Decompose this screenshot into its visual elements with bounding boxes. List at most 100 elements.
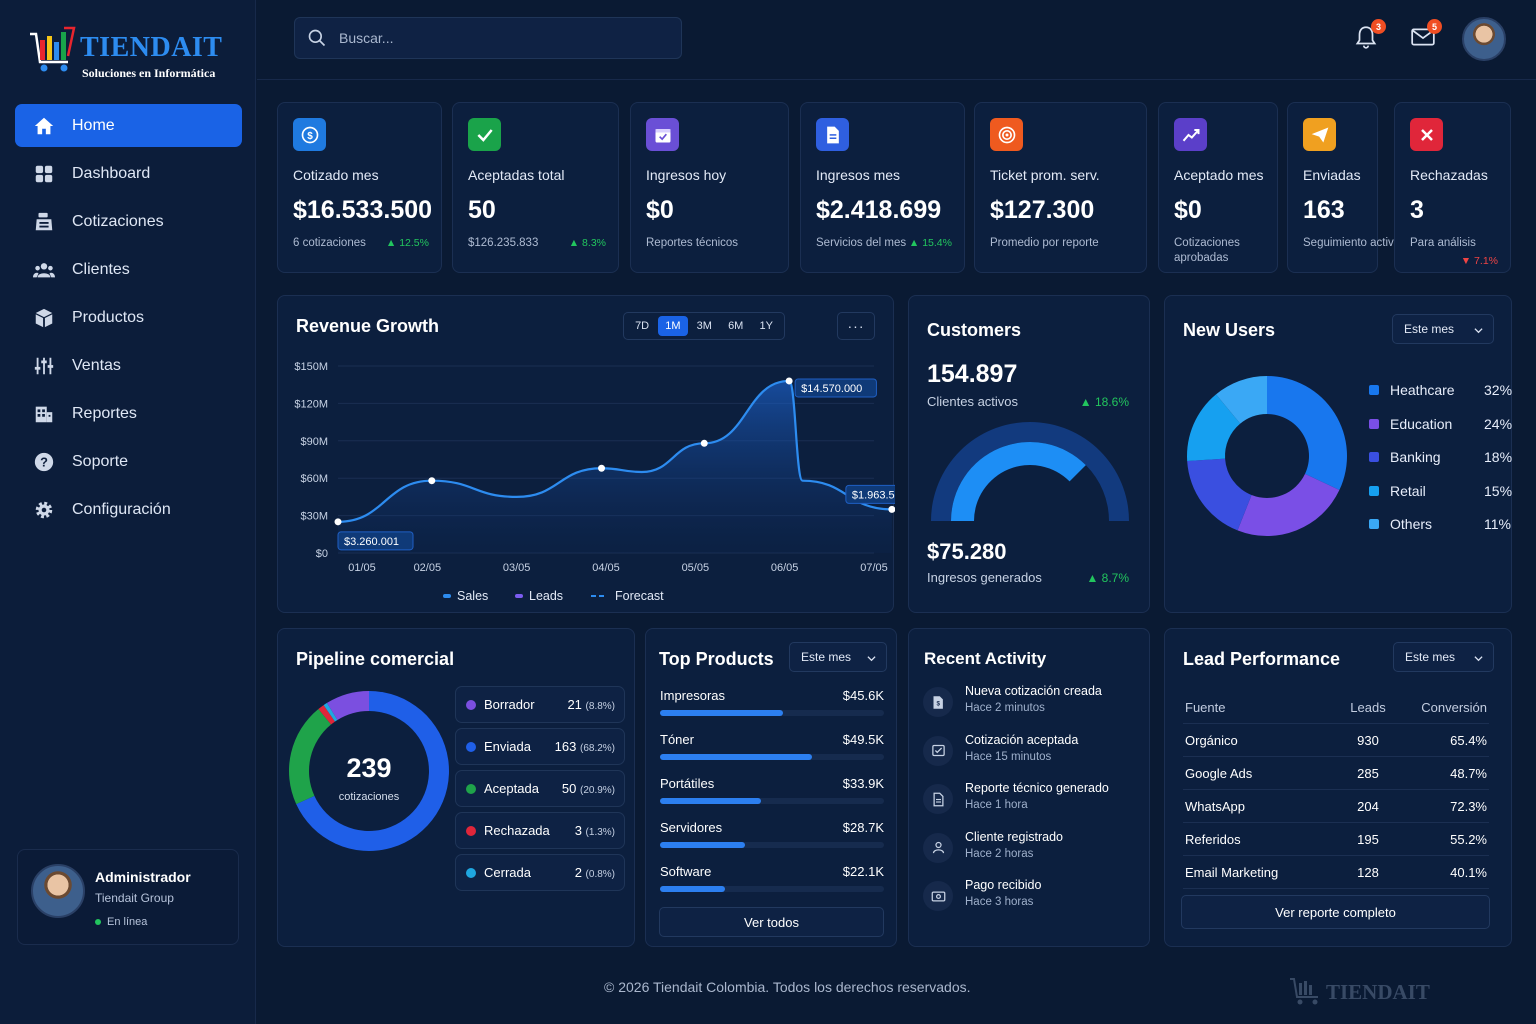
pipeline-stage[interactable]: Borrador 21 (8.8%)	[455, 686, 625, 723]
table-row[interactable]: Orgánico 930 65.4%	[1183, 724, 1489, 757]
admin-profile-card[interactable]: Administrador Tiendait Group En línea	[17, 849, 239, 945]
avatar	[31, 864, 85, 918]
activity-icon-box: $	[923, 687, 953, 717]
range-7d[interactable]: 7D	[635, 320, 650, 332]
activity-item[interactable]: Cotización aceptada Hace 15 minutos	[923, 733, 1143, 773]
table-row[interactable]: WhatsApp 204 72.3%	[1183, 790, 1489, 823]
kpi-card[interactable]: Enviadas 163 Seguimiento activo	[1287, 102, 1400, 273]
more-options-button[interactable]: ···	[837, 312, 875, 340]
kpi-card[interactable]: Aceptado mes $0 Cotizaciones aprobadas	[1158, 102, 1278, 273]
messages-button[interactable]: 5	[1409, 19, 1442, 52]
donut-slice[interactable]	[318, 705, 335, 725]
activity-item[interactable]: Pago recibido Hace 3 horas	[923, 878, 1143, 918]
legend-swatch-icon	[1369, 485, 1379, 496]
range-6m[interactable]: 6M	[728, 320, 744, 332]
callout-peak	[794, 378, 877, 398]
pipeline-stage[interactable]: Enviada 163 (68.2%)	[455, 728, 625, 765]
data-point[interactable]	[598, 464, 606, 472]
product-amount: $33.9K	[842, 776, 884, 791]
range-1y[interactable]: 1Y	[759, 320, 773, 332]
activity-item[interactable]: Reporte técnico generado Hace 1 hora	[923, 781, 1143, 821]
footer-copyright: © 2026 Tiendait Colombia. Todos los dere…	[604, 979, 971, 995]
table-row[interactable]: Email Marketing 128 40.1%	[1183, 856, 1489, 889]
period-dropdown[interactable]: Este mes	[1393, 642, 1494, 672]
brand-logo[interactable]: TIENDAIT Soluciones en Informática	[28, 26, 238, 82]
sidebar-item-ventas[interactable]: Ventas	[15, 344, 242, 387]
report-icon	[933, 792, 943, 806]
kpi-card[interactable]: Ingresos hoy $0 Reportes técnicos	[630, 102, 789, 273]
legend-item[interactable]: Banking 18%	[1369, 449, 1512, 465]
sidebar-item-productos[interactable]: Productos	[15, 296, 242, 339]
sidebar-item-label: Clientes	[72, 260, 130, 278]
donut-slice[interactable]	[1237, 473, 1340, 536]
sidebar-item-label: Productos	[72, 308, 145, 326]
donut-slice[interactable]	[326, 691, 369, 720]
list-item[interactable]: Servidores $28.7K	[660, 820, 884, 848]
payment-icon	[931, 891, 945, 901]
search-icon	[308, 29, 326, 47]
kpi-card[interactable]: $ Cotizado mes $16.533.500 6 cotizacione…	[277, 102, 442, 273]
kpi-card[interactable]: Ingresos mes $2.418.699 Servicios del me…	[800, 102, 965, 273]
data-point[interactable]	[888, 505, 895, 513]
kpi-subtext: Promedio por reporte	[990, 237, 1099, 249]
range-3m[interactable]: 3M	[696, 320, 712, 332]
sidebar-item-clientes[interactable]: Clientes	[15, 248, 242, 291]
donut-slice[interactable]	[1267, 376, 1347, 491]
kpi-card[interactable]: Ticket prom. serv. $127.300 Promedio por…	[974, 102, 1147, 273]
list-item[interactable]: Impresoras $45.6K	[660, 688, 884, 716]
pipeline-stage[interactable]: Aceptada 50 (20.9%)	[455, 770, 625, 807]
sidebar-item-dashboard[interactable]: Dashboard	[15, 152, 242, 195]
online-status: En línea	[95, 916, 147, 928]
full-report-button[interactable]: Ver reporte completo	[1181, 895, 1490, 929]
kpi-card[interactable]: Aceptadas total 50 $126.235.833 ▲ 8.3%	[452, 102, 619, 273]
sidebar-item-home[interactable]: Home	[15, 104, 242, 147]
customers-revenue: $75.280	[927, 539, 1007, 564]
sliders-icon	[34, 357, 54, 374]
cell-conversion: 48.7%	[1450, 766, 1487, 781]
data-point[interactable]	[428, 477, 436, 485]
notifications-button[interactable]: 3	[1353, 19, 1386, 52]
y-tick-label: $30M	[300, 511, 328, 523]
activity-item[interactable]: $ Nueva cotización creada Hace 2 minutos	[923, 684, 1143, 724]
donut-slice[interactable]	[1216, 376, 1267, 424]
legend-item[interactable]: Others 11%	[1369, 516, 1511, 532]
sidebar-item-cotizaciones[interactable]: Cotizaciones	[15, 200, 242, 243]
donut-slice[interactable]	[1187, 458, 1252, 531]
donut-slice[interactable]	[1187, 394, 1241, 462]
pipeline-stage[interactable]: Rechazada 3 (1.3%)	[455, 812, 625, 849]
legend-item[interactable]: Education 24%	[1369, 416, 1512, 432]
bell-icon	[1355, 26, 1377, 49]
kpi-subtext: $126.235.833	[468, 237, 539, 249]
period-dropdown[interactable]: Este mes	[1392, 314, 1494, 344]
legend-percent: 11%	[1484, 516, 1511, 532]
table-row[interactable]: Referidos 195 55.2%	[1183, 823, 1489, 856]
view-all-button[interactable]: Ver todos	[659, 907, 884, 937]
user-avatar[interactable]	[1462, 17, 1506, 61]
data-point[interactable]	[700, 439, 708, 447]
pipeline-stage[interactable]: Cerrada 2 (0.8%)	[455, 854, 625, 891]
sidebar-item-soporte[interactable]: ? Soporte	[15, 440, 242, 483]
donut-slice[interactable]	[323, 702, 338, 722]
data-point[interactable]	[785, 377, 793, 385]
sidebar-item-reportes[interactable]: Reportes	[15, 392, 242, 435]
product-bar	[660, 754, 884, 760]
list-item[interactable]: Portátiles $33.9K	[660, 776, 884, 804]
kpi-subtext: Para análisis	[1410, 237, 1476, 249]
list-item[interactable]: Tóner $49.5K	[660, 732, 884, 760]
sidebar-item-configuracion[interactable]: Configuración	[15, 488, 242, 531]
sidebar: TIENDAIT Soluciones en Informática Home …	[0, 0, 256, 1024]
donut-slice[interactable]	[289, 709, 332, 805]
search-box[interactable]	[294, 17, 682, 59]
legend-item[interactable]: Retail 15%	[1369, 483, 1512, 499]
list-item[interactable]: Software $22.1K	[660, 864, 884, 892]
brand-name: TIENDAIT	[80, 32, 223, 63]
legend-item[interactable]: Heathcare 32%	[1369, 382, 1512, 398]
kpi-card[interactable]: Rechazadas 3 Para análisis ▼ 7.1%	[1394, 102, 1511, 273]
activity-item[interactable]: Cliente registrado Hace 2 horas	[923, 830, 1143, 870]
sales-line	[337, 379, 892, 523]
range-1m[interactable]: 1M	[658, 316, 688, 336]
table-row[interactable]: Google Ads 285 48.7%	[1183, 757, 1489, 790]
search-input[interactable]	[339, 30, 659, 46]
data-point[interactable]	[334, 518, 342, 526]
period-dropdown[interactable]: Este mes	[789, 642, 887, 672]
